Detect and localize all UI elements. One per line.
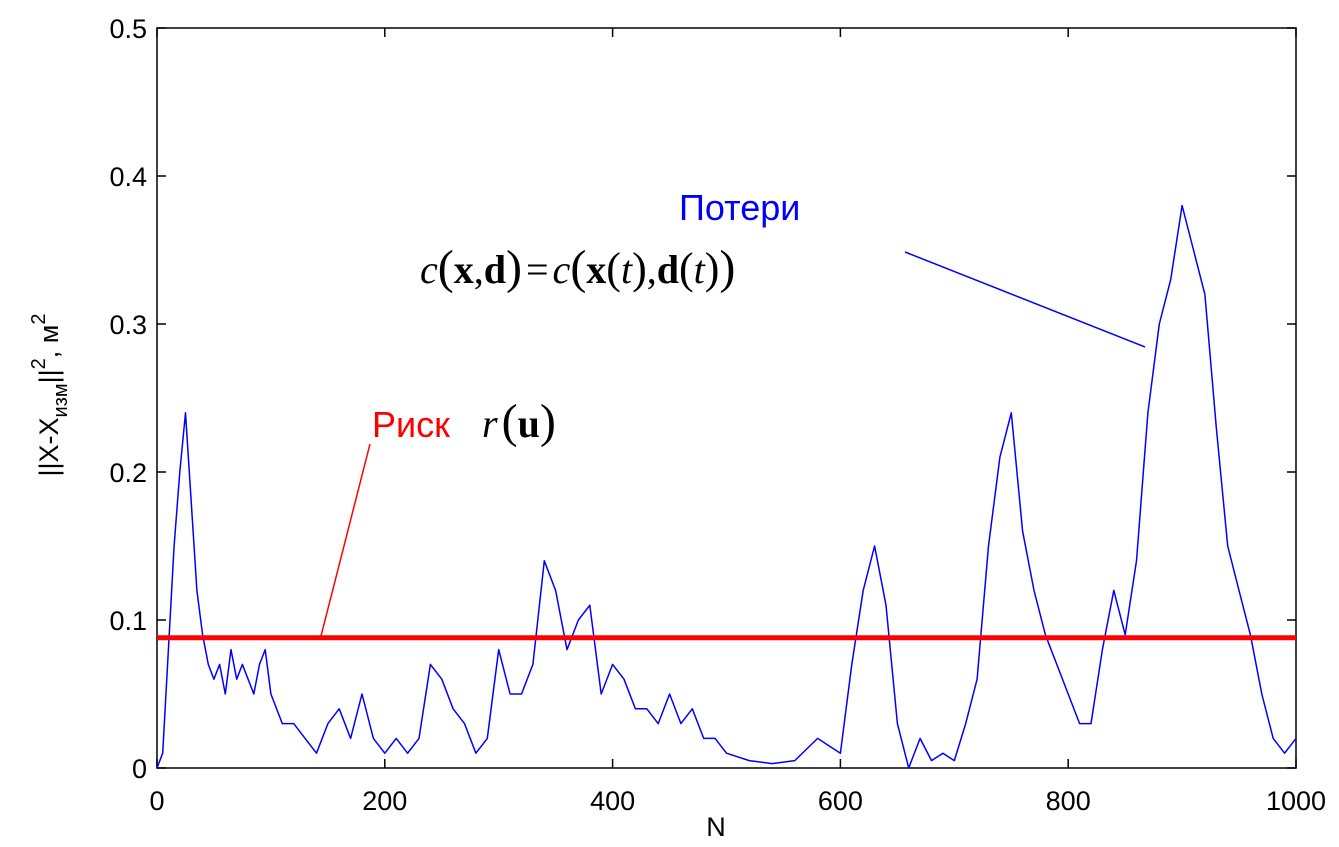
y-axis-label: ||X-Xизм||2, м2 [28, 314, 72, 477]
risk-formula: r(u) [482, 395, 556, 448]
x-tick-label: 400 [590, 786, 635, 816]
x-tick-label: 600 [818, 786, 863, 816]
x-tick-label: 0 [149, 786, 164, 816]
y-tick-label: 0.4 [109, 162, 147, 192]
y-tick-label: 0.1 [109, 606, 147, 636]
x-axis-label: N [706, 812, 726, 842]
x-tick-label: 1000 [1266, 786, 1326, 816]
series-layer [156, 204, 1297, 769]
y-tick-label: 0 [132, 754, 147, 784]
axis-ticks [156, 27, 1297, 769]
x-tick-label: 800 [1046, 786, 1091, 816]
plot-area [156, 27, 1297, 769]
x-tick-label: 200 [362, 786, 407, 816]
risk-pointer [320, 443, 371, 637]
risk-label: Риск [372, 404, 450, 445]
tick-labels: 0 200 400 600 800 1000 0 0.1 0.2 0.3 0.4 0.5 [109, 14, 1326, 816]
y-tick-label: 0.2 [109, 458, 147, 488]
loss-series-line [156, 204, 1297, 769]
y-tick-label: 0.3 [109, 310, 147, 340]
loss-label: Потери [679, 187, 800, 228]
y-tick-label: 0.5 [109, 14, 147, 44]
loss-formula: c(x,d) = c(x(t),d(t)) [420, 241, 735, 294]
loss-pointer [904, 251, 1146, 348]
